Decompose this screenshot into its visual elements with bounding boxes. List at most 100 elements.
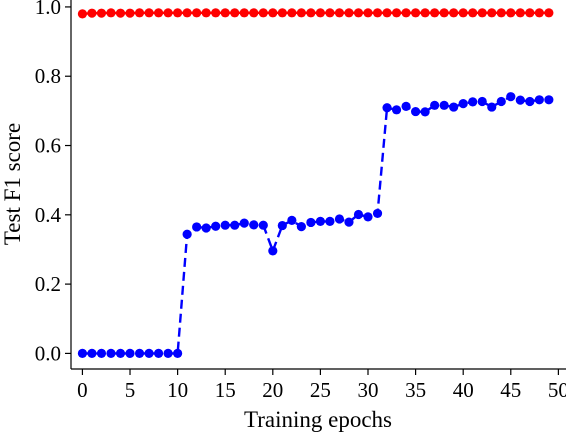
series-blue-point [372,208,383,219]
series-red-point [468,8,478,18]
series-red-point [258,8,268,18]
series-red-point [153,8,164,18]
series-red-point [173,8,183,18]
series-red-point [134,8,145,18]
series-red-point [296,8,306,18]
series-red-point [544,8,554,18]
series-red-point [363,8,373,18]
series-blue-point [258,220,268,230]
x-axis-label: Training epochs [244,407,392,432]
series-blue-point [430,100,440,110]
series-blue-point [382,103,392,113]
series-blue-point [506,92,516,102]
series-blue-point [449,102,459,112]
series-blue-point [106,348,116,359]
series-red-point [372,8,383,18]
series-red-point [77,9,88,19]
series-blue-line [82,95,549,355]
series-red-point [401,8,411,18]
series-red-point [201,8,211,18]
y-tick-label: 1.0 [35,0,61,19]
series-blue-point [344,217,354,227]
series-red-point [391,8,402,18]
series-blue-point [525,96,535,107]
series-blue-point [534,95,544,105]
series-red-point [515,8,525,18]
series-red-point [249,8,259,18]
series-blue-point [230,220,240,230]
series-red-point [344,8,354,18]
series-blue-point [401,101,411,111]
series-red-point [420,8,430,18]
x-tick-label: 5 [125,378,136,402]
x-tick-label: 25 [310,378,331,402]
series-blue-point [268,246,278,256]
series-red-point [449,8,459,18]
series-blue-point [287,215,297,225]
series-blue-point [439,100,449,110]
series-red-point [287,8,297,18]
series-blue-point [96,348,107,359]
ticks-layer: 0 5 10 15 20 25 30 35 40 45 50 0.0 0.2 0.4 0.6 0.8 1.0 [35,0,566,402]
series-red-point [411,8,421,18]
series-red-point [144,8,154,18]
series-red-point [353,8,364,18]
series-red-point [477,8,487,18]
series-red-point [115,8,126,18]
axes-layer [70,0,566,370]
series-blue-point [239,218,249,228]
series-red-point [439,8,449,18]
series-blue-point [487,102,497,112]
y-tick-label: 0.0 [35,341,61,365]
series-blue-point [458,99,468,109]
series-red-point [534,8,544,18]
series-blue-point [77,348,88,359]
series-blue-point [363,212,373,222]
series-red-point [315,8,325,18]
series-blue-point [411,106,421,117]
series-blue-point [182,229,192,239]
x-tick-label: 45 [500,378,521,402]
series-blue-point [391,105,402,115]
series-red-point [268,8,278,18]
series-blue-point [477,96,487,107]
series-red-point [125,8,135,18]
series-red-point [334,8,345,18]
series-red-point [430,8,440,18]
x-tick-label: 35 [405,378,426,402]
series-blue-point [115,348,126,359]
x-tick-label: 15 [215,378,236,402]
series-blue-point [201,223,211,233]
y-tick-label: 0.4 [35,203,62,227]
series-red-point [382,8,392,18]
series-red-point [506,8,516,18]
series-blue-point [334,214,345,224]
series-red-point [211,8,221,18]
x-tick-label: 20 [262,378,283,402]
x-tick-label: 40 [453,378,474,402]
series-red-point [192,8,202,18]
series-blue-point [325,216,335,226]
y-tick-label: 0.8 [35,64,61,88]
series-blue-point [420,107,430,117]
x-tick-label: 10 [167,378,188,402]
series-blue-point [125,348,135,359]
series-red-point [277,8,287,18]
series-blue-point [544,95,554,105]
series-blue-point [153,348,164,359]
series-red-point [306,8,316,18]
series-blue-point [134,348,145,359]
series-blue-point [468,97,478,107]
series-blue-point [173,348,183,359]
series-red-point [230,8,240,18]
series-blue-point [277,220,287,231]
series-blue-point [296,222,306,232]
series-red-point [458,8,468,18]
series-blue-point [315,216,325,226]
series-red-point [496,8,506,18]
series-blue-point [163,348,173,359]
series-blue-point [211,221,221,231]
series-blue-point [220,220,230,230]
x-tick-label: 0 [77,378,88,402]
series-red-point [182,8,192,18]
